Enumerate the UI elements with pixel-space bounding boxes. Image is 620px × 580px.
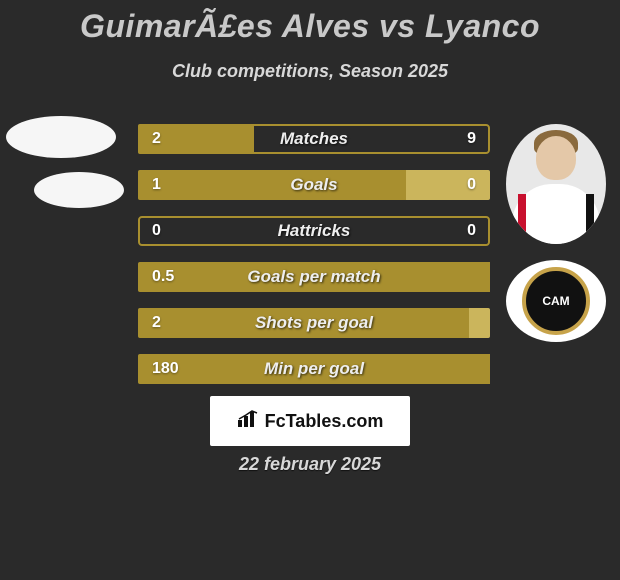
stat-value-left: 2 <box>152 124 161 154</box>
player1-photo-placeholder <box>6 116 116 158</box>
stat-value-left: 0.5 <box>152 262 174 292</box>
player1-club-placeholder <box>34 172 124 208</box>
stats-panel: 29Matches10Goals00Hattricks0.5Goals per … <box>138 124 490 400</box>
stat-value-right: 0 <box>467 216 476 246</box>
page-subtitle: Club competitions, Season 2025 <box>0 61 620 82</box>
stat-row: 0.5Goals per match <box>138 262 490 292</box>
stat-value-left: 0 <box>152 216 161 246</box>
player2-photo <box>506 124 606 244</box>
stat-row: 00Hattricks <box>138 216 490 246</box>
site-badge-label: FcTables.com <box>265 411 384 432</box>
player2-club-badge: CAM <box>506 260 606 342</box>
stat-row: 2Shots per goal <box>138 308 490 338</box>
stat-row: 10Goals <box>138 170 490 200</box>
bar-fill-left <box>138 170 406 200</box>
right-player-images: CAM <box>506 124 606 342</box>
bar-fill-left <box>138 308 469 338</box>
stat-row: 180Min per goal <box>138 354 490 384</box>
chart-icon <box>237 410 259 433</box>
bar-fill-right <box>406 170 490 200</box>
footer-date: 22 february 2025 <box>0 454 620 475</box>
stat-value-left: 1 <box>152 170 161 200</box>
stat-value-right: 0 <box>467 170 476 200</box>
stat-value-left: 180 <box>152 354 179 384</box>
bar-fill-left <box>138 354 490 384</box>
bar-fill-right <box>469 308 490 338</box>
stat-row: 29Matches <box>138 124 490 154</box>
left-player-images <box>6 116 124 222</box>
stat-value-right: 9 <box>467 124 476 154</box>
stat-value-left: 2 <box>152 308 161 338</box>
page-title: GuimarÃ£es Alves vs Lyanco <box>0 0 620 45</box>
site-badge: FcTables.com <box>210 396 410 446</box>
bar-fill-left <box>138 262 490 292</box>
club-badge-text: CAM <box>522 267 590 335</box>
